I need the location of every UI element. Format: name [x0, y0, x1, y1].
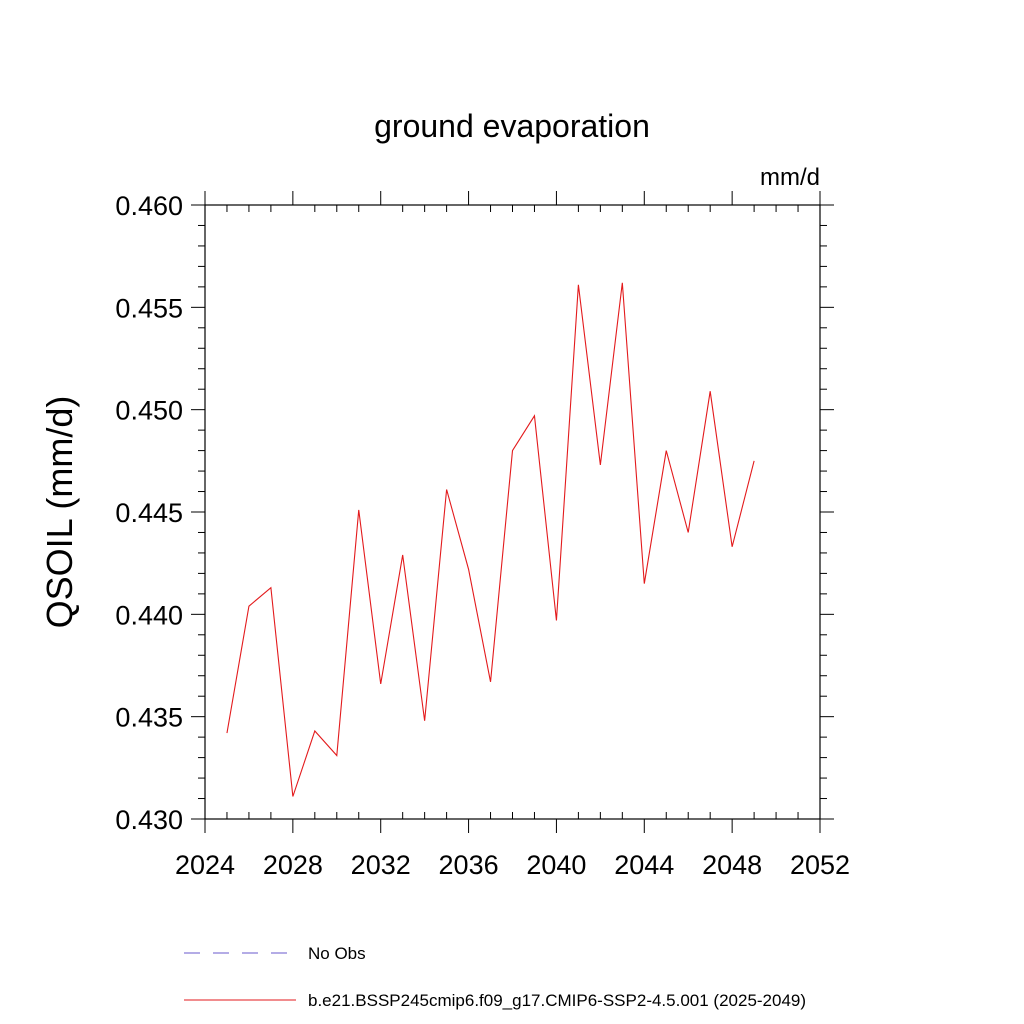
x-tick-label: 2044 [614, 850, 674, 880]
y-tick-label: 0.460 [115, 191, 183, 221]
x-tick-label: 2052 [790, 850, 850, 880]
series-layer [226, 282, 755, 797]
x-tick-label: 2032 [351, 850, 411, 880]
y-tick-label: 0.445 [115, 498, 183, 528]
series-line [226, 282, 755, 797]
y-axis-label: QSOIL (mm/d) [39, 396, 80, 629]
legend-label: No Obs [308, 944, 366, 963]
legend: No Obs b.e21.BSSP245cmip6.f09_g17.CMIP6-S… [184, 944, 806, 1010]
y-tick-label: 0.430 [115, 805, 183, 835]
axis-ticks [191, 191, 834, 833]
y-tick-labels: 0.430 0.435 0.440 0.445 0.450 0.455 0.460 [115, 191, 183, 835]
x-tick-label: 2028 [263, 850, 323, 880]
legend-label: b.e21.BSSP245cmip6.f09_g17.CMIP6-SSP2-4.… [308, 991, 806, 1010]
x-tick-label: 2040 [526, 850, 586, 880]
units-label: mm/d [760, 164, 820, 191]
y-tick-label: 0.435 [115, 703, 183, 733]
chart-title: ground evaporation [374, 108, 650, 144]
x-tick-labels: 2024 2028 2032 2036 2040 2044 2048 2052 [175, 850, 850, 880]
y-tick-label: 0.450 [115, 396, 183, 426]
x-tick-label: 2036 [439, 850, 499, 880]
x-tick-label: 2048 [702, 850, 762, 880]
y-tick-label: 0.440 [115, 600, 183, 630]
y-tick-label: 0.455 [115, 293, 183, 323]
x-tick-label: 2024 [175, 850, 235, 880]
